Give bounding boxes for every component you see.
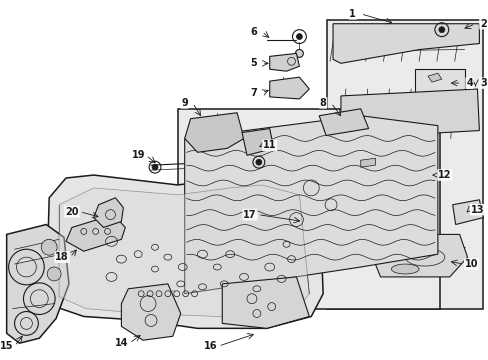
Polygon shape: [66, 215, 125, 251]
Text: 11: 11: [263, 140, 276, 150]
Polygon shape: [414, 69, 464, 93]
Polygon shape: [319, 109, 368, 135]
Text: 10: 10: [464, 259, 477, 269]
Text: 8: 8: [319, 98, 326, 108]
Text: 9: 9: [181, 98, 188, 108]
Polygon shape: [184, 113, 244, 152]
Text: 13: 13: [470, 205, 483, 215]
Polygon shape: [121, 284, 181, 340]
Polygon shape: [7, 225, 69, 343]
Circle shape: [296, 33, 302, 40]
Circle shape: [41, 239, 57, 255]
Text: 3: 3: [479, 78, 486, 88]
Polygon shape: [326, 20, 482, 309]
Text: 4: 4: [465, 78, 472, 88]
Circle shape: [295, 49, 303, 57]
Text: 20: 20: [65, 207, 79, 217]
Polygon shape: [242, 129, 273, 155]
Text: 6: 6: [250, 27, 257, 37]
Text: 17: 17: [243, 210, 256, 220]
Text: 18: 18: [55, 252, 69, 262]
Polygon shape: [372, 234, 467, 277]
Text: 5: 5: [250, 58, 257, 68]
Circle shape: [438, 27, 444, 33]
Polygon shape: [269, 53, 299, 71]
Text: 2: 2: [479, 19, 486, 29]
Text: 14: 14: [114, 338, 128, 348]
Text: 7: 7: [250, 88, 257, 98]
Text: 15: 15: [0, 341, 13, 351]
Polygon shape: [340, 89, 478, 139]
Text: 1: 1: [349, 9, 355, 19]
Polygon shape: [355, 155, 424, 184]
Text: 12: 12: [437, 170, 450, 180]
Polygon shape: [94, 198, 123, 228]
Polygon shape: [427, 73, 441, 82]
Polygon shape: [184, 116, 437, 294]
Ellipse shape: [390, 264, 418, 274]
Polygon shape: [452, 200, 482, 225]
Polygon shape: [46, 172, 323, 328]
Text: 19: 19: [131, 150, 144, 160]
Circle shape: [47, 267, 61, 281]
Polygon shape: [269, 77, 309, 99]
Text: 16: 16: [203, 341, 217, 351]
Circle shape: [152, 164, 158, 170]
Polygon shape: [222, 277, 309, 328]
Polygon shape: [332, 24, 478, 63]
Circle shape: [255, 159, 261, 165]
Polygon shape: [360, 158, 375, 167]
Polygon shape: [59, 185, 309, 319]
Polygon shape: [178, 109, 439, 309]
